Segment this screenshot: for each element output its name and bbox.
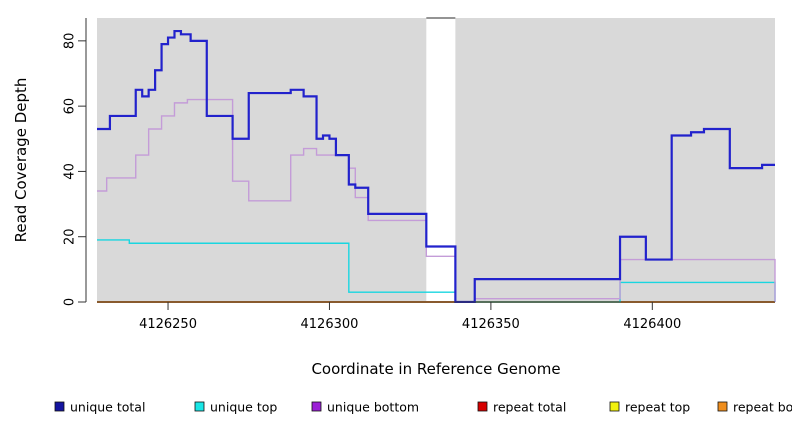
x-tick-label-2: 4126350 — [462, 317, 520, 332]
legend-swatch-unique-top[interactable] — [194, 401, 205, 412]
y-axis-title: Read Coverage Depth — [12, 78, 30, 243]
y-tick-label-3: 60 — [63, 98, 78, 115]
legend-swatch-repeat-bottom[interactable] — [717, 401, 728, 412]
legend-swatch-repeat-total[interactable] — [477, 401, 488, 412]
legend-swatch-unique-total[interactable] — [54, 401, 65, 412]
legend-label-repeat-top[interactable]: repeat top — [625, 400, 690, 415]
legend-swatch-unique-bottom[interactable] — [311, 401, 322, 412]
series-line-unique-total — [97, 29, 775, 303]
legend: unique total unique top unique bottom repea… — [54, 400, 792, 415]
x-axis-title: Coordinate in Reference Genome — [311, 360, 560, 378]
legend-label-unique-top[interactable]: unique top — [210, 400, 277, 415]
no-data-gap-region — [426, 18, 456, 302]
x-tick-label-0: 4126250 — [139, 317, 197, 332]
series-line-unique-top — [97, 239, 776, 303]
legend-label-unique-total[interactable]: unique total — [70, 400, 145, 415]
legend-label-unique-bottom[interactable]: unique bottom — [327, 400, 419, 415]
y-tick-label-1: 20 — [63, 228, 78, 245]
legend-label-repeat-bottom[interactable]: repeat bottom — [733, 400, 792, 415]
legend-label-repeat-total[interactable]: repeat total — [493, 400, 566, 415]
y-tick-label-4: 80 — [63, 33, 78, 50]
y-tick-label-2: 40 — [63, 163, 78, 180]
x-tick-label-1: 4126300 — [301, 317, 359, 332]
legend-swatch-repeat-top[interactable] — [609, 401, 620, 412]
y-tick-label-0: 0 — [63, 298, 78, 306]
x-tick-label-3: 4126400 — [623, 317, 681, 332]
